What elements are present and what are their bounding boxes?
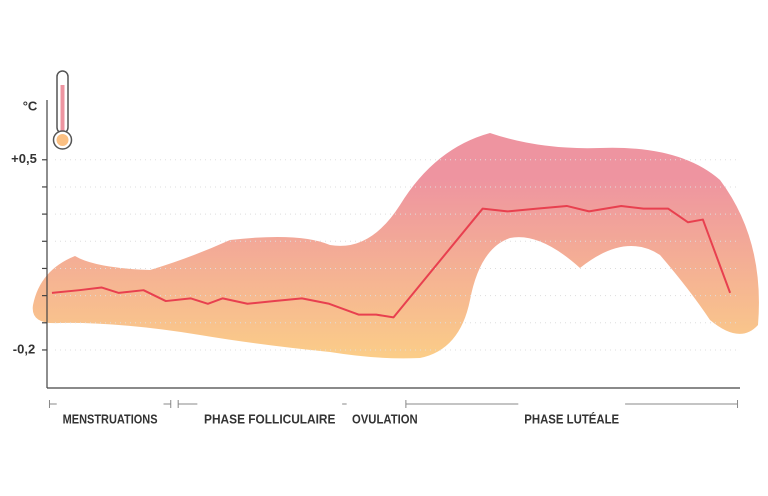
- phase-label-bg: [346, 398, 424, 410]
- y-axis-unit: °C: [23, 98, 38, 113]
- y-tick-label: +0,5: [11, 151, 37, 166]
- range-band: [32, 133, 759, 359]
- phase-label-bg: [56, 398, 164, 410]
- data-line: [51, 204, 732, 319]
- phase-label-bg: [197, 398, 343, 410]
- phase-label: MENSTRUATIONS: [63, 412, 158, 426]
- phase-label-bg: [518, 398, 626, 410]
- phase-label: PHASE LUTÉALE: [524, 411, 619, 426]
- phase-label: PHASE FOLLICULAIRE: [204, 412, 335, 426]
- phase-label: OVULATION: [352, 412, 418, 426]
- y-tick-label: -0,2: [13, 341, 35, 356]
- thermometer-icon: [52, 70, 73, 150]
